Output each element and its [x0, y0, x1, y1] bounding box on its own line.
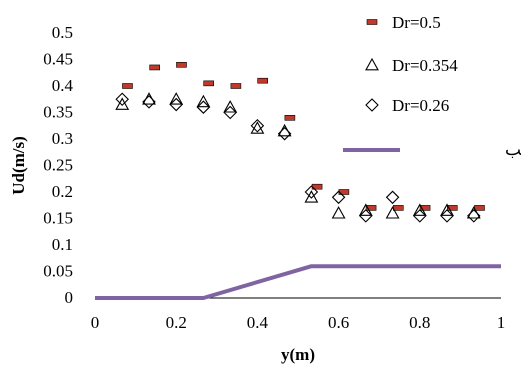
x-tick-label: 1 — [497, 313, 506, 332]
data-point-series-2 — [331, 190, 346, 205]
legend-swatch-0 — [366, 19, 378, 25]
data-point-series-1 — [331, 206, 346, 219]
x-tick-label: 0.4 — [247, 313, 269, 332]
data-point-series-2 — [359, 209, 373, 223]
data-point-series-1 — [250, 121, 265, 134]
legend-swatch-1 — [365, 57, 379, 71]
data-point-series-1 — [196, 94, 211, 108]
data-point-series-1 — [169, 92, 184, 105]
data-point-series-0 — [230, 83, 242, 89]
data-point-series-0 — [392, 205, 404, 211]
x-tick-label: 0.2 — [166, 313, 187, 332]
data-point-series-1 — [142, 92, 156, 105]
data-point-series-0 — [419, 205, 431, 211]
legend-swatch-2 — [365, 98, 379, 112]
y-tick-label: 0.45 — [43, 50, 73, 69]
data-point-series-0 — [365, 205, 377, 211]
data-point-series-1 — [358, 203, 373, 216]
data-point-series-2 — [196, 100, 211, 114]
data-point-series-0 — [149, 64, 160, 71]
y-tick-label: 0.05 — [43, 262, 73, 281]
data-point-series-0 — [446, 205, 458, 211]
data-point-series-1 — [385, 206, 400, 219]
data-point-series-1 — [304, 190, 319, 203]
y-tick-label: 0.25 — [43, 156, 73, 175]
y-tick-label: 0 — [65, 288, 74, 307]
data-point-series-1 — [223, 100, 238, 113]
x-tick-label: 0 — [91, 313, 100, 332]
data-point-series-0 — [122, 83, 133, 89]
data-point-series-1 — [440, 203, 454, 216]
data-point-series-0 — [176, 61, 187, 68]
data-point-series-2 — [169, 97, 183, 112]
data-point-series-0 — [257, 77, 268, 84]
x-axis-title: y(m) — [281, 345, 315, 364]
y-tick-label: 0.1 — [52, 235, 73, 254]
series-channel-section-line — [95, 264, 501, 300]
data-point-series-2 — [250, 118, 265, 133]
data-point-series-1 — [277, 123, 292, 137]
y-tick-label: 0.15 — [43, 209, 73, 228]
y-tick-label: 0.4 — [52, 76, 74, 95]
x-tick-labels: 0 0.2 0.4 0.6 0.8 1 — [91, 313, 506, 332]
legend-label: Dr=0.5 — [392, 13, 441, 32]
data-point-series-0 — [203, 80, 214, 87]
y-tick-label: 0.35 — [43, 103, 73, 122]
y-tick-label: 0.2 — [52, 182, 73, 201]
data-point-series-0 — [284, 115, 296, 121]
data-point-series-2 — [440, 209, 454, 223]
data-point-series-2 — [142, 95, 156, 109]
data-point-series-0 — [474, 205, 485, 211]
y-axis-title: Ud(m/s) — [9, 136, 28, 195]
data-point-series-2 — [223, 105, 237, 120]
legend-label: Dr=0.354 — [392, 56, 458, 75]
data-point-series-2 — [385, 190, 400, 205]
data-point-series-2 — [467, 209, 481, 223]
x-tick-label: 0.6 — [328, 313, 349, 332]
y-tick-label: 0.3 — [52, 129, 73, 148]
y-tick-label: 0.5 — [52, 23, 73, 42]
x-tick-label: 0.8 — [409, 313, 430, 332]
data-point-series-1 — [115, 97, 130, 110]
data-point-series-2 — [277, 126, 292, 141]
y-tick-labels: 0 0.05 0.1 0.15 0.2 0.25 0.3 0.35 0.4 0.45 0.5 — [43, 23, 73, 307]
data-point-series-2 — [413, 209, 427, 223]
legend-label: مقطع کانال مرکب — [505, 140, 521, 160]
data-point-series-1 — [412, 203, 427, 216]
legend: Dr=0.5 Dr=0.354 Dr=0.26 مقطع کانال مرکب — [343, 13, 521, 160]
legend-label: Dr=0.26 — [392, 96, 449, 115]
data-point-series-2 — [115, 92, 129, 107]
data-point-series-2 — [304, 185, 319, 199]
plot-marks — [95, 61, 501, 300]
